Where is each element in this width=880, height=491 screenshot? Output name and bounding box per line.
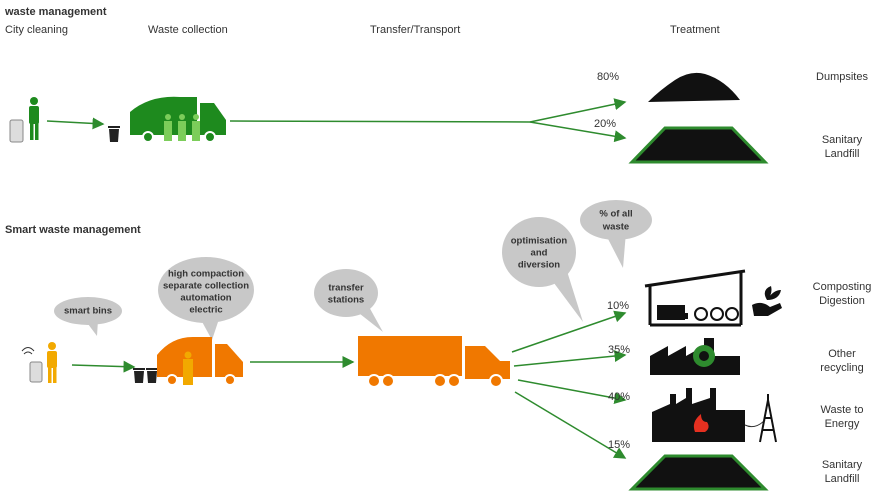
stage-label: Treatment xyxy=(670,24,720,36)
share-label: 40% xyxy=(608,391,630,403)
bubble xyxy=(54,200,652,340)
bubble-text: stations xyxy=(328,295,364,306)
bubble-text: smart bins xyxy=(64,306,112,317)
bin-icon xyxy=(10,120,23,142)
outcome-label: Waste to xyxy=(821,404,864,416)
section-title: waste management xyxy=(4,6,107,18)
bubble-text: transfer xyxy=(328,283,364,294)
trash-icon xyxy=(133,368,158,383)
outcome-label: Sanitary xyxy=(822,134,863,146)
truck-icon xyxy=(157,337,243,385)
share-label: 80% xyxy=(597,71,619,83)
bubble-text: high compaction xyxy=(168,269,244,280)
big-truck-icon xyxy=(358,336,510,387)
bubble-text: % of all xyxy=(599,209,632,220)
dumpsite-icon xyxy=(648,73,740,102)
share-label: 15% xyxy=(608,439,630,451)
truck-icon xyxy=(130,97,226,142)
stage-label: Transfer/Transport xyxy=(370,24,460,36)
composting-icon xyxy=(645,271,782,325)
landfill-icon xyxy=(632,128,765,162)
person-icon xyxy=(29,97,39,140)
share-label: 20% xyxy=(594,118,616,130)
stage-label: City cleaning xyxy=(5,24,68,36)
outcome-label: recycling xyxy=(820,362,863,374)
outcome-label: Dumpsites xyxy=(816,71,868,83)
outcome-label: Digestion xyxy=(819,295,865,307)
bubble-text: electric xyxy=(189,305,222,316)
diagram: waste management City cleaning Waste col… xyxy=(0,0,880,491)
energy-icon xyxy=(652,388,776,442)
person-icon xyxy=(47,342,57,383)
stage-label: Waste collection xyxy=(148,24,228,36)
outcome-label: Energy xyxy=(825,418,860,430)
flow-line xyxy=(230,121,530,122)
bubble-text: and xyxy=(531,248,548,259)
section-title: Smart waste management xyxy=(5,224,141,236)
bubble-text: separate collection xyxy=(163,281,249,292)
smart-bin-icon xyxy=(22,348,42,383)
outcome-label: Other xyxy=(828,348,856,360)
landfill-icon xyxy=(632,456,765,489)
share-label: 35% xyxy=(608,344,630,356)
arrow xyxy=(72,365,134,367)
recycling-icon xyxy=(650,338,740,375)
bubble-text: automation xyxy=(180,293,231,304)
bubble-text: waste xyxy=(602,222,629,233)
outcome-label: Landfill xyxy=(825,473,860,485)
bubble-text: optimisation xyxy=(511,236,568,247)
arrow xyxy=(514,355,625,366)
arrow xyxy=(47,121,103,124)
outcome-label: Landfill xyxy=(825,148,860,160)
outcome-label: Sanitary xyxy=(822,459,863,471)
share-label: 10% xyxy=(607,300,629,312)
bubble-text: diversion xyxy=(518,260,560,271)
outcome-label: Composting xyxy=(813,281,872,293)
trash-icon xyxy=(108,126,120,142)
